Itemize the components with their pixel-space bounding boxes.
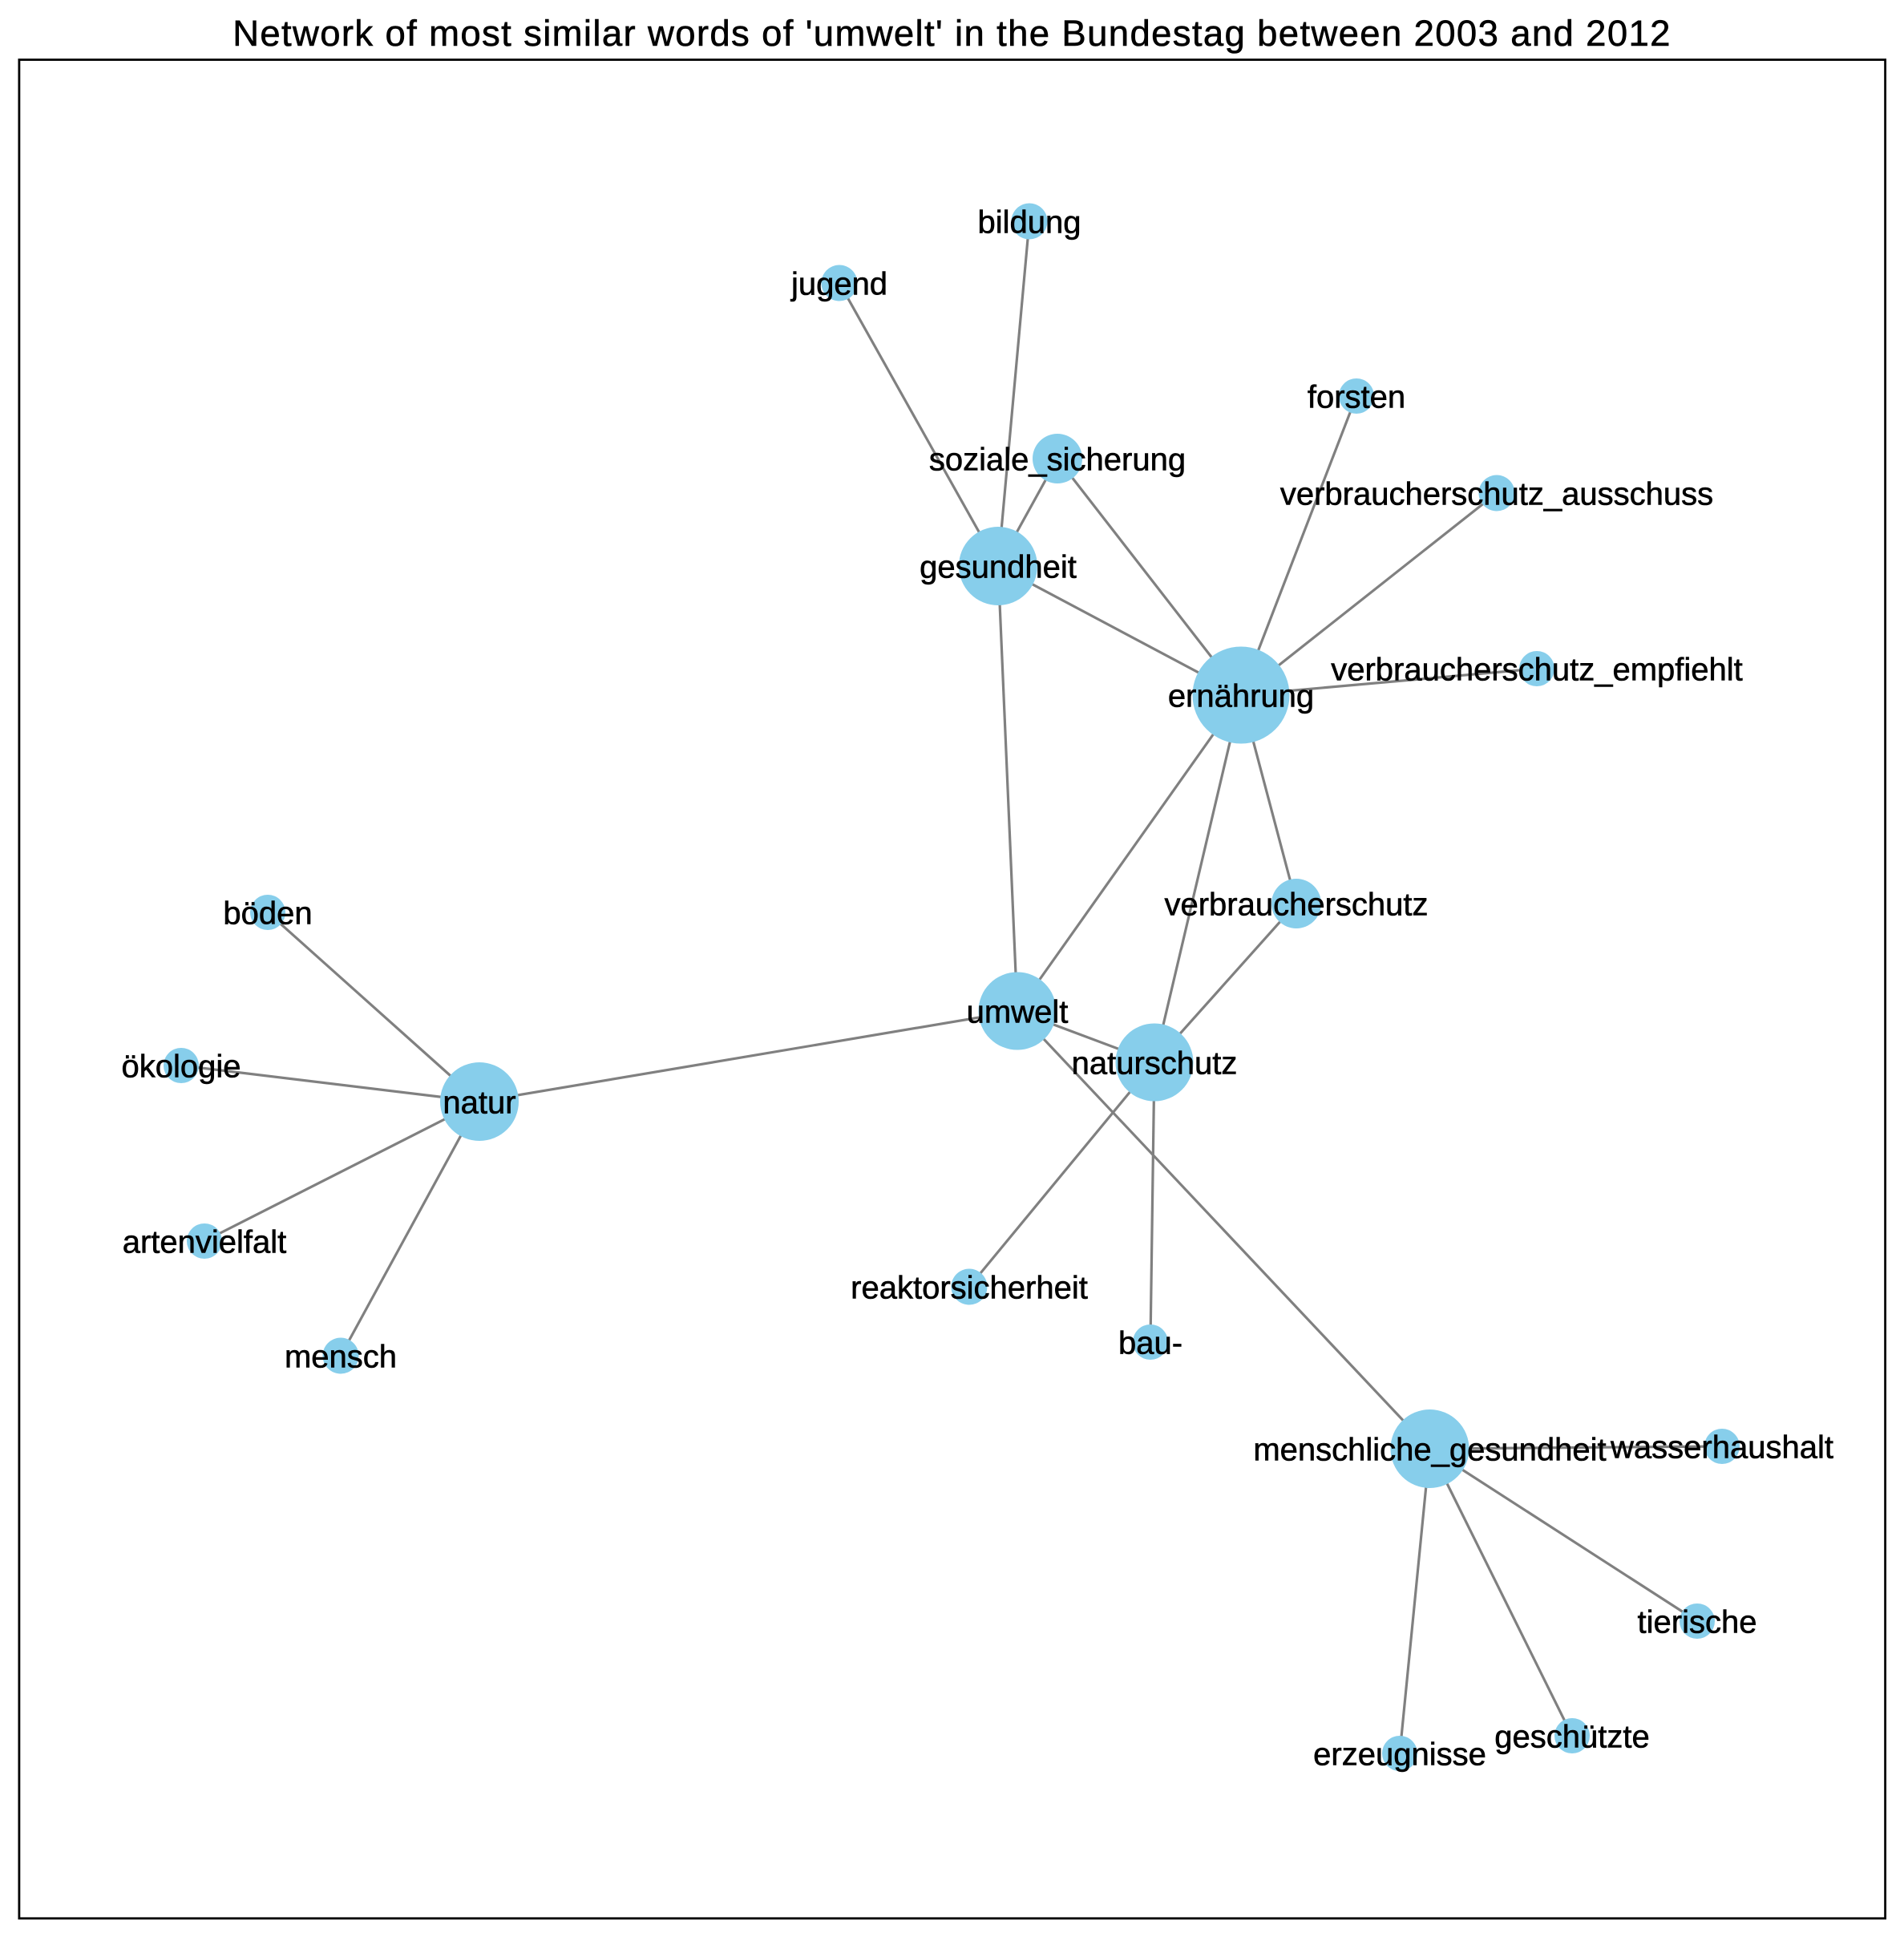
svg-text:bildung: bildung — [977, 205, 1081, 241]
svg-text:gesundheit: gesundheit — [920, 550, 1077, 585]
svg-text:verbraucherschutz_empfiehlt: verbraucherschutz_empfiehlt — [1331, 653, 1743, 688]
svg-text:ernährung: ernährung — [1168, 679, 1314, 714]
svg-text:soziale_sicherung: soziale_sicherung — [929, 443, 1186, 478]
svg-text:wasserhaushalt: wasserhaushalt — [1610, 1430, 1833, 1466]
svg-text:bau-: bau- — [1118, 1326, 1182, 1361]
svg-text:jugend: jugend — [790, 267, 887, 302]
svg-text:naturschutz: naturschutz — [1072, 1046, 1238, 1082]
svg-text:artenvielfalt: artenvielfalt — [123, 1225, 287, 1260]
svg-text:natur: natur — [443, 1086, 515, 1121]
svg-text:böden: böden — [223, 896, 312, 932]
svg-text:ökologie: ökologie — [121, 1049, 241, 1085]
svg-text:Network of most similar words: Network of most similar words of 'umwelt… — [232, 13, 1672, 54]
svg-text:geschützte: geschützte — [1494, 1720, 1649, 1755]
svg-text:mensch: mensch — [285, 1340, 397, 1375]
svg-text:umwelt: umwelt — [967, 995, 1069, 1030]
svg-text:forsten: forsten — [1308, 380, 1405, 415]
svg-text:tierische: tierische — [1638, 1605, 1757, 1640]
svg-text:menschliche_gesundheit: menschliche_gesundheit — [1253, 1433, 1606, 1468]
svg-text:erzeugnisse: erzeugnisse — [1313, 1737, 1486, 1773]
svg-text:verbraucherschutz_ausschuss: verbraucherschutz_ausschuss — [1280, 477, 1713, 512]
svg-text:verbraucherschutz: verbraucherschutz — [1164, 888, 1428, 923]
svg-text:reaktorsicherheit: reaktorsicherheit — [851, 1271, 1088, 1306]
